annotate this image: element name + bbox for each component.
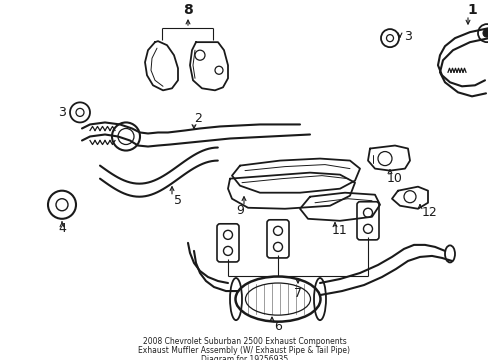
Text: 10: 10 bbox=[386, 172, 402, 185]
Text: 1: 1 bbox=[466, 3, 476, 17]
Text: 9: 9 bbox=[236, 204, 244, 217]
Text: 4: 4 bbox=[58, 222, 66, 235]
Text: Diagram for 19256935: Diagram for 19256935 bbox=[201, 355, 287, 360]
Text: 8: 8 bbox=[183, 3, 192, 17]
Text: 12: 12 bbox=[421, 206, 437, 219]
Text: Exhaust Muffler Assembly (W/ Exhaust Pipe & Tail Pipe): Exhaust Muffler Assembly (W/ Exhaust Pip… bbox=[138, 346, 350, 355]
Text: 2008 Chevrolet Suburban 2500 Exhaust Components: 2008 Chevrolet Suburban 2500 Exhaust Com… bbox=[142, 337, 346, 346]
Circle shape bbox=[482, 29, 488, 37]
Text: 7: 7 bbox=[293, 287, 302, 300]
Text: 6: 6 bbox=[273, 320, 282, 333]
Text: 3: 3 bbox=[58, 106, 66, 119]
Text: 3: 3 bbox=[403, 30, 411, 42]
Text: 11: 11 bbox=[331, 224, 347, 237]
Text: 2: 2 bbox=[194, 112, 202, 125]
Text: 5: 5 bbox=[174, 194, 182, 207]
